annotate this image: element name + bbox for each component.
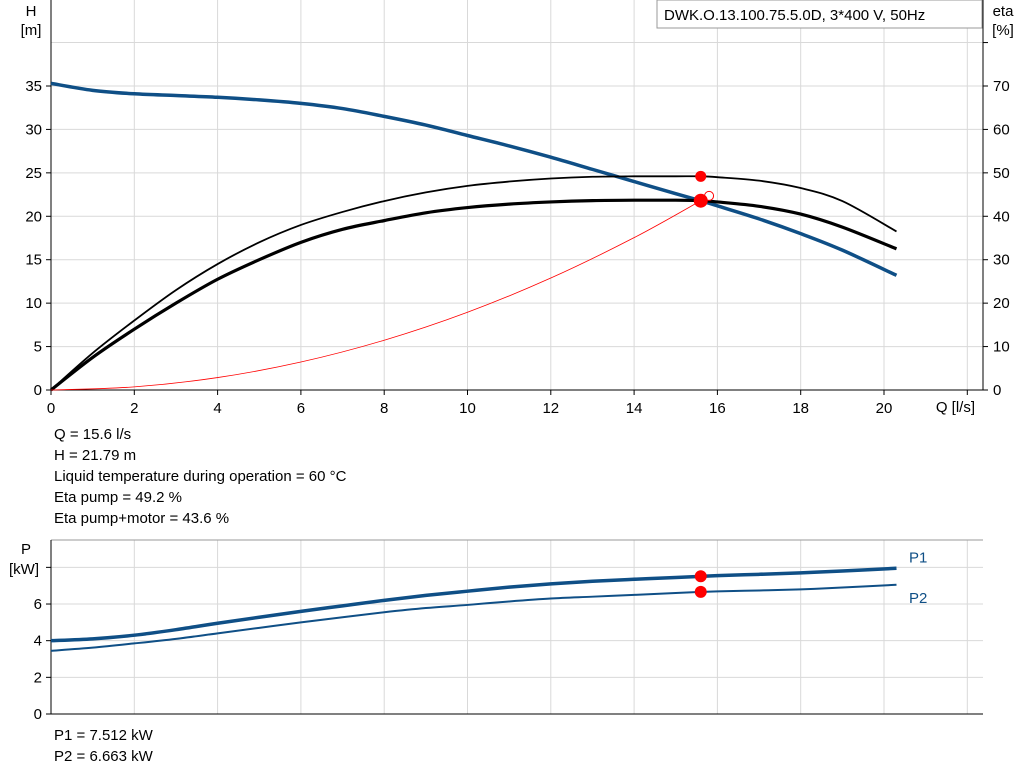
y-tick-label: 10: [25, 295, 42, 312]
y-right-tick-label: 50: [993, 165, 1010, 182]
readout-h: H = 21.79 m: [54, 447, 137, 464]
duty-point-p1: [694, 570, 707, 583]
y-tick-label: 20: [25, 208, 42, 225]
x-tick-label: 8: [380, 400, 388, 417]
y-right-tick-label: 30: [993, 252, 1010, 269]
x-tick-label: 14: [626, 400, 643, 417]
x-tick-label: 10: [459, 400, 476, 417]
duty-point-eta-pump: [695, 170, 707, 182]
y-tick-label: 2: [34, 669, 42, 686]
y-tick-label: 6: [34, 596, 42, 613]
x-tick-label: 12: [542, 400, 559, 417]
readout-eta-total: Eta pump+motor = 43.6 %: [54, 510, 230, 527]
y-right-tick-label: 20: [993, 295, 1010, 312]
title-box: [656, 0, 983, 29]
x-tick-label: 0: [47, 400, 55, 417]
y-label-left: H: [26, 3, 37, 20]
power-readout: P1 = 7.512 kW P2 = 6.663 kW: [54, 725, 153, 767]
y-tick-label: 35: [25, 78, 42, 95]
y-right-tick-label: 10: [993, 339, 1010, 356]
y-right-tick-label: 40: [993, 208, 1010, 225]
chart-title: DWK.O.13.100.75.5.0D, 3*400 V, 50Hz: [664, 7, 925, 24]
pump-performance-chart: 0 2 4 6 8 10 12 14 16 18 20 0 5 10 15 20 25 30 35 0 10 20 30 40…: [21, 0, 1015, 417]
duty-point-p2: [694, 585, 707, 598]
y-tick-label: 15: [25, 252, 42, 269]
y-tick-label: 25: [25, 165, 42, 182]
readout-temp: Liquid temperature during operation = 60…: [54, 468, 347, 485]
power-chart: 0 2 4 6 P [kW] P1 P2: [9, 539, 983, 723]
y-tick-label: 4: [34, 633, 42, 650]
duty-point-head: [693, 193, 708, 208]
x-tick-label: 6: [297, 400, 305, 417]
y-right-tick-label: 70: [993, 78, 1010, 95]
system-curve: [50, 195, 710, 391]
y-label-unit: [kW]: [9, 561, 39, 578]
series-label-p2: P2: [909, 590, 927, 607]
eta-pump-curve: [50, 175, 897, 391]
y-right-tick-label: 0: [993, 382, 1001, 399]
y-tick-label: 0: [34, 382, 42, 399]
readout-p2: P2 = 6.663 kW: [54, 748, 153, 765]
readout-p1: P1 = 7.512 kW: [54, 727, 153, 744]
y-label: P: [21, 541, 31, 558]
y-right-tick-label: 60: [993, 121, 1010, 138]
x-tick-label: 20: [876, 400, 893, 417]
y-label-right-unit: [%]: [992, 22, 1014, 39]
duty-readout: Q = 15.6 l/s H = 21.79 m Liquid temperat…: [54, 424, 346, 529]
y-tick-label: 5: [34, 339, 42, 356]
series-label-p1: P1: [909, 549, 927, 566]
x-tick-label: 16: [709, 400, 726, 417]
y-tick-label: 30: [25, 121, 42, 138]
x-tick-label: 2: [130, 400, 138, 417]
power-curve-p2: [50, 583, 897, 652]
eta-pump-motor-curve: [50, 198, 898, 392]
x-tick-label: 18: [792, 400, 809, 417]
y-tick-label: 0: [34, 706, 42, 723]
h-curve: [50, 81, 898, 277]
readout-q: Q = 15.6 l/s: [54, 426, 132, 443]
y-label-right: eta: [993, 3, 1015, 20]
readout-eta-pump: Eta pump = 49.2 %: [54, 489, 182, 506]
power-curve-p1: [50, 566, 897, 643]
x-tick-label: 4: [213, 400, 221, 417]
y-label-left-unit: [m]: [21, 22, 42, 39]
x-axis-label: Q [l/s]: [936, 399, 975, 416]
